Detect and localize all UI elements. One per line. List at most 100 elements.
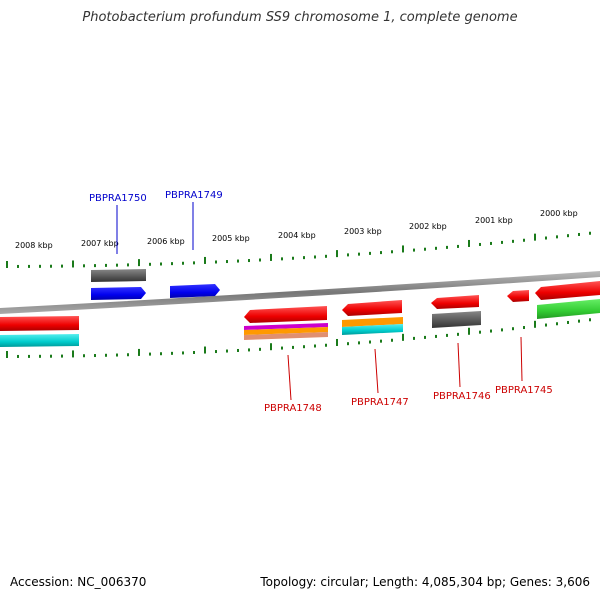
kbp-label: 2003 kbp [344, 227, 382, 236]
minor-tick [149, 262, 151, 266]
kbp-label: 2007 kbp [81, 239, 119, 248]
feature-pbpra1748-domain-orange [244, 327, 328, 335]
minor-tick [325, 343, 327, 347]
minor-tick [446, 333, 448, 337]
minor-tick [380, 251, 382, 255]
major-tick [402, 245, 404, 253]
minor-tick [281, 346, 283, 350]
minor-tick [424, 335, 426, 339]
feature-gray [91, 269, 146, 282]
minor-tick [259, 347, 261, 351]
leader-pbpra1748 [287, 354, 292, 401]
minor-tick [369, 251, 371, 255]
minor-tick [490, 329, 492, 333]
minor-tick [28, 264, 30, 268]
kbp-label: 2006 kbp [147, 237, 185, 246]
major-tick [468, 327, 470, 335]
major-tick [534, 320, 536, 328]
minor-tick [248, 259, 250, 263]
minor-tick [457, 244, 459, 248]
kbp-label: 2004 kbp [278, 231, 316, 240]
major-tick [6, 350, 8, 358]
feature-green-right [537, 299, 600, 319]
minor-tick [435, 246, 437, 250]
minor-tick [303, 345, 305, 349]
leader-pbpra1745 [520, 336, 523, 382]
minor-tick [413, 248, 415, 252]
gene-label-pbpra1750: PBPRA1750 [89, 193, 147, 204]
minor-tick [237, 348, 239, 352]
minor-tick [160, 352, 162, 356]
minor-tick [28, 354, 30, 358]
minor-tick [589, 231, 591, 235]
minor-tick [523, 238, 525, 242]
map-title: Photobacterium profundum SS9 chromosome … [82, 10, 518, 25]
major-tick [138, 259, 140, 267]
minor-tick [237, 259, 239, 263]
tick-ring-inner [6, 318, 591, 358]
minor-tick [380, 339, 382, 343]
minor-tick [215, 260, 217, 264]
tick-ring-outer [6, 231, 591, 268]
feature-red-right [535, 281, 600, 300]
gene-label-pbpra1745: PBPRA1745 [495, 385, 553, 396]
kbp-label: 2001 kbp [475, 216, 513, 225]
minor-tick [457, 332, 459, 336]
minor-tick [435, 334, 437, 338]
major-tick [6, 260, 8, 268]
gene-label-pbpra1746: PBPRA1746 [433, 391, 491, 402]
minor-tick [83, 354, 85, 358]
minor-tick [314, 344, 316, 348]
minor-tick [369, 340, 371, 344]
major-tick [270, 253, 272, 261]
kbp-label: 2002 kbp [409, 222, 447, 231]
gene-label-pbpra1748: PBPRA1748 [264, 403, 322, 414]
major-tick [336, 338, 338, 346]
feature-pbpra1746-domain-gray [432, 311, 481, 328]
feature-pbpra1748-domain-magenta [244, 323, 328, 330]
minor-tick [193, 261, 195, 265]
minor-tick [226, 260, 228, 264]
minor-tick [501, 240, 503, 244]
forward-strand-features [91, 269, 220, 300]
minor-tick [105, 353, 107, 357]
minor-tick [556, 322, 558, 326]
minor-tick [325, 254, 327, 258]
major-tick [534, 233, 536, 241]
feature-pbpra1746 [431, 295, 479, 309]
minor-tick [83, 264, 85, 268]
leader-pbpra1747 [374, 348, 379, 394]
minor-tick [171, 351, 173, 355]
minor-tick [578, 232, 580, 236]
kbp-label: 2000 kbp [540, 209, 578, 218]
minor-tick [17, 264, 19, 268]
minor-tick [391, 338, 393, 342]
kbp-label: 2005 kbp [212, 234, 250, 243]
minor-tick [226, 349, 228, 353]
minor-tick [479, 242, 481, 246]
major-tick [204, 346, 206, 354]
major-tick [336, 250, 338, 258]
minor-tick [17, 354, 19, 358]
minor-tick [446, 245, 448, 249]
minor-tick [567, 320, 569, 324]
minor-tick [391, 250, 393, 254]
minor-tick [512, 239, 514, 243]
feature-pbpra1750 [91, 287, 146, 300]
minor-tick [39, 264, 41, 268]
minor-tick [347, 342, 349, 346]
feature-cyan-left [0, 334, 79, 347]
genome-summary-text: Topology: circular; Length: 4,085,304 bp… [260, 575, 590, 589]
minor-tick [116, 353, 118, 357]
accession-text: Accession: NC_006370 [10, 575, 147, 589]
minor-tick [160, 262, 162, 266]
minor-tick [248, 348, 250, 352]
minor-tick [61, 354, 63, 358]
major-tick [72, 350, 74, 358]
major-tick [204, 256, 206, 264]
gene-label-pbpra1749: PBPRA1749 [165, 190, 223, 201]
minor-tick [116, 263, 118, 267]
minor-tick [303, 256, 305, 260]
minor-tick [50, 264, 52, 268]
